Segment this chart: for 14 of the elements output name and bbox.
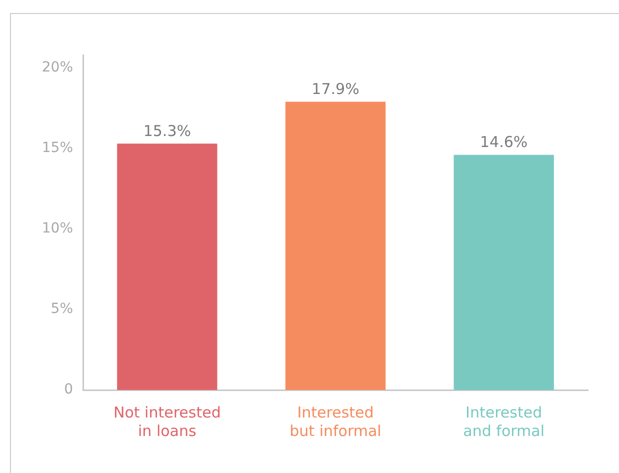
bar — [117, 144, 218, 390]
y-tick-label: 0 — [64, 382, 73, 398]
y-tick-label: 20% — [42, 60, 73, 76]
x-tick-label: Interested and formal — [463, 403, 544, 440]
bar — [285, 102, 386, 390]
data-label: 15.3% — [143, 122, 191, 140]
data-label: 14.6% — [480, 133, 528, 152]
y-tick-label: 10% — [42, 220, 73, 237]
data-label: 17.9% — [312, 80, 360, 98]
y-tick-label: 5% — [50, 301, 73, 318]
x-tick-label: Interested but informal — [290, 403, 382, 440]
bar — [454, 154, 554, 390]
x-tick-label: Not interested in loans — [113, 403, 221, 440]
y-tick-label: 15% — [42, 140, 73, 156]
